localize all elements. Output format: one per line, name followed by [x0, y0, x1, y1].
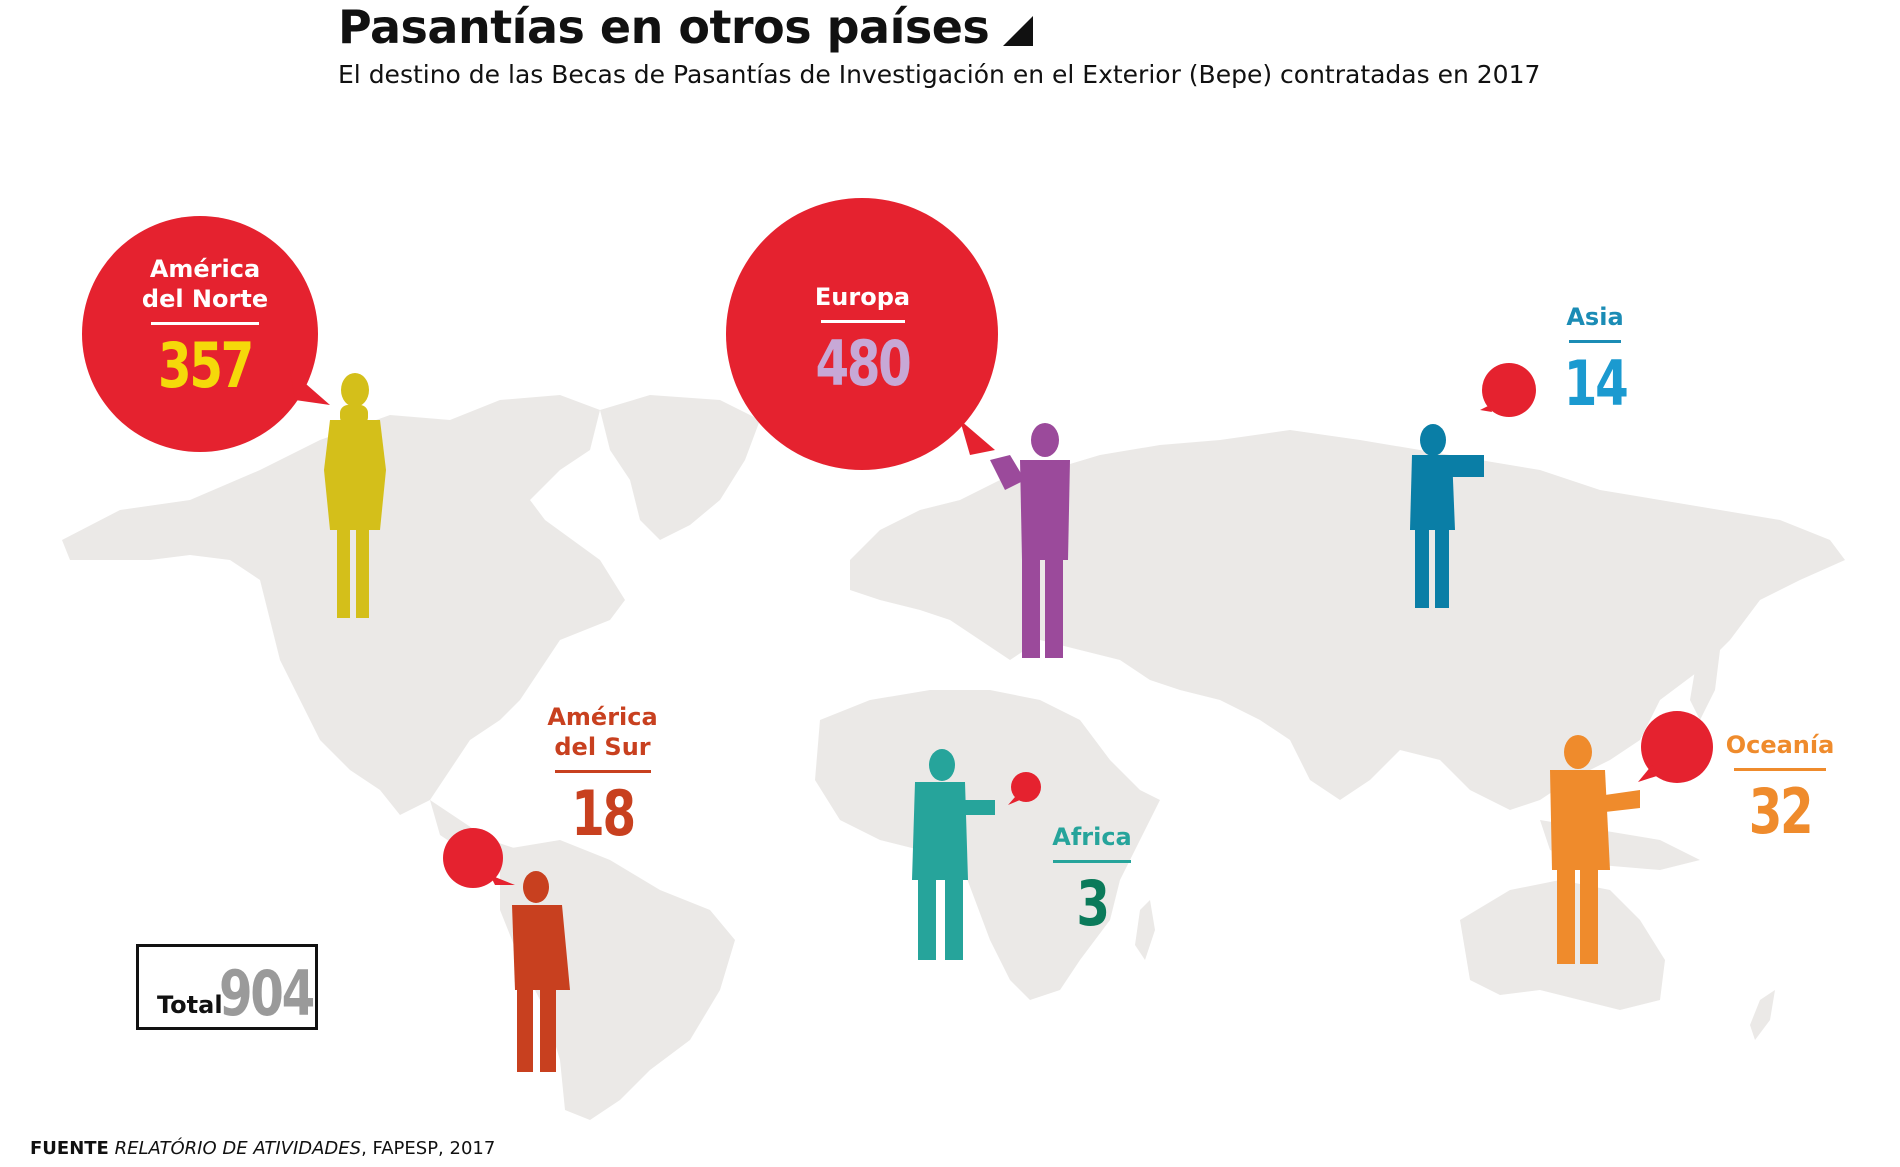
bubble-south-america [443, 828, 515, 888]
label-oceania: Oceanía 32 [1725, 730, 1835, 843]
label-asia: Asia 14 [1555, 302, 1635, 415]
label-africa: Africa 3 [1042, 822, 1142, 935]
land-japan [1690, 640, 1720, 720]
region-count: 14 [1563, 347, 1629, 420]
region-name-line2: del Norte [141, 285, 269, 313]
label-rule [1569, 340, 1621, 343]
label-north-america: América del Norte 357 [130, 254, 280, 397]
bubble-europe [726, 198, 998, 470]
person-north-america [324, 373, 386, 618]
source-publication: RELATÓRIO DE ATIVIDADES [114, 1138, 362, 1159]
region-count: 32 [1748, 775, 1814, 848]
label-rule [1734, 768, 1826, 771]
region-name-line2: del Sur [554, 733, 651, 761]
person-asia [1410, 424, 1484, 608]
region-name: América [149, 255, 261, 283]
bubble-africa [1008, 772, 1041, 805]
bubble-asia [1480, 363, 1536, 417]
label-europe: Europa 480 [790, 282, 935, 395]
label-rule [820, 320, 905, 323]
land-africa [815, 690, 1160, 1000]
label-rule [151, 322, 259, 325]
title-triangle-icon [1003, 15, 1034, 46]
bubble-north-america [82, 216, 330, 452]
region-name: Asia [1566, 303, 1624, 331]
region-name: Africa [1052, 823, 1132, 851]
region-name: Oceanía [1725, 731, 1835, 759]
region-count: 480 [815, 327, 912, 400]
region-name: América [547, 703, 658, 731]
source-prefix: FUENTE [30, 1138, 109, 1159]
person-oceania [1550, 735, 1640, 964]
region-count: 3 [1076, 867, 1110, 940]
land-madagascar [1135, 900, 1155, 960]
source-rest: , FAPESP, 2017 [361, 1138, 496, 1159]
source-note: FUENTE RELATÓRIO DE ATIVIDADES, FAPESP, … [30, 1138, 495, 1159]
title-text: Pasantías en otros países [338, 0, 990, 54]
region-count: 357 [158, 329, 254, 402]
total-label: Total [157, 991, 223, 1019]
label-rule [1053, 860, 1131, 863]
person-africa [912, 749, 995, 960]
person-europe [990, 423, 1070, 658]
label-south-america: América del Sur 18 [545, 702, 660, 845]
page-title: Pasantías en otros países [338, 0, 1034, 54]
land-greenland [600, 395, 760, 540]
region-count: 18 [571, 777, 636, 850]
label-rule [554, 770, 651, 773]
land-new-zealand [1750, 990, 1775, 1040]
region-name: Europa [814, 283, 911, 311]
total-value: 904 [219, 957, 315, 1030]
page-subtitle: El destino de las Becas de Pasantías de … [338, 60, 1541, 89]
total-box: Total 904 [136, 944, 318, 1030]
person-south-america [512, 871, 570, 1072]
land-eurasia [850, 430, 1845, 810]
bubble-oceania [1638, 711, 1713, 783]
